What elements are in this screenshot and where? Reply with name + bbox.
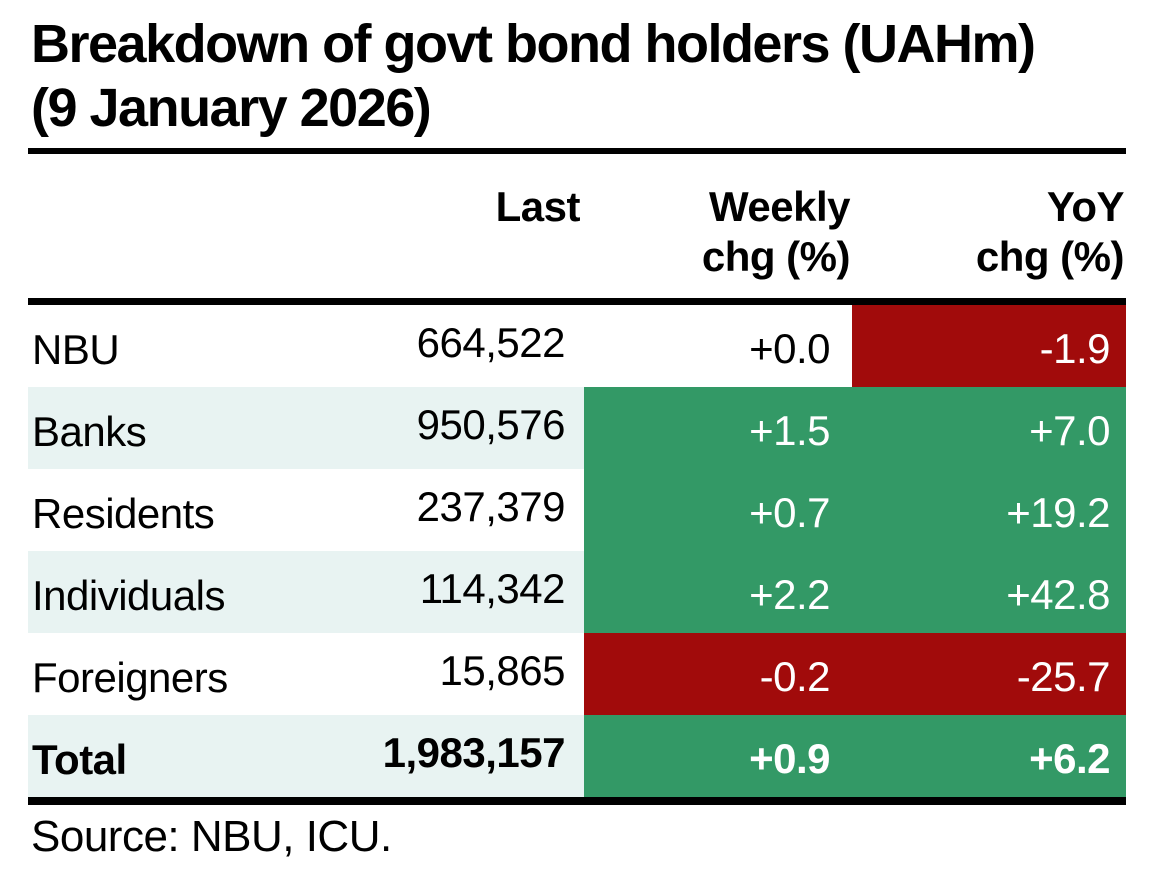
column-header-last-label: Last [495, 183, 581, 230]
figure-content: Breakdown of govt bond holders (UAHm) (9… [28, 0, 1126, 863]
source-note: Source: NBU, ICU. [31, 812, 392, 861]
column-header-weekly-line2: chg (%) [701, 233, 851, 280]
title-divider-rule [28, 148, 1126, 154]
row-last-value: 950,576 [308, 387, 584, 469]
column-header-yoy-line1: YoY [1046, 183, 1125, 230]
figure-title-line1: Breakdown of govt bond holders (UAHm) [31, 14, 1036, 74]
column-header-holder-empty [28, 282, 308, 298]
column-header-weekly-line1: Weekly [709, 183, 851, 230]
row-yoy-chg-value: +6.2 [852, 715, 1126, 797]
figure-title: Breakdown of govt bond holders (UAHm) (9… [28, 12, 1126, 140]
figure-title-line2: (9 January 2026) [31, 78, 432, 138]
row-label: Banks [28, 387, 308, 469]
row-label: NBU [32, 326, 120, 373]
column-header-yoy-chg: YoY chg (%) [852, 182, 1126, 298]
row-yoy-chg-value: -25.7 [852, 633, 1126, 715]
row-weekly-chg-value: +0.7 [584, 469, 852, 551]
column-header-last-spacer [308, 232, 580, 282]
row-last-value: 664,522 [416, 319, 566, 366]
table-row-total: Total 1,983,157 +0.9 +6.2 [28, 715, 1126, 797]
row-last-value: 1,983,157 [308, 715, 584, 797]
column-header-yoy-line2: chg (%) [975, 233, 1125, 280]
row-weekly-chg-value: +0.9 [584, 715, 852, 797]
column-header-weekly-chg: Weekly chg (%) [584, 182, 852, 298]
column-header-last: Last [308, 182, 584, 298]
table-body: NBU 664,522 +0.0 -1.9 Banks 950,576 +1.5… [28, 305, 1126, 797]
table-row-individuals: Individuals 114,342 +2.2 +42.8 [28, 551, 1126, 633]
row-yoy-chg-value: -1.9 [852, 305, 1126, 387]
table-row-foreigners: Foreigners 15,865 -0.2 -25.7 [28, 633, 1126, 715]
row-yoy-chg-value: +19.2 [852, 469, 1126, 551]
row-yoy-chg-value: +7.0 [852, 387, 1126, 469]
row-last-value: 15,865 [439, 647, 566, 694]
table-bottom-rule [28, 797, 1126, 805]
table-header-row: Last Weekly chg (%) YoY chg (%) [28, 154, 1126, 298]
table-row-residents: Residents 237,379 +0.7 +19.2 [28, 469, 1126, 551]
row-label: Total [28, 715, 308, 797]
header-divider-rule [28, 298, 1126, 305]
row-last-value: 114,342 [308, 551, 584, 633]
table-row-banks: Banks 950,576 +1.5 +7.0 [28, 387, 1126, 469]
row-label: Foreigners [32, 654, 228, 701]
row-last-value: 237,379 [416, 483, 566, 530]
row-label: Individuals [28, 551, 308, 633]
row-weekly-chg-value: +0.0 [584, 305, 852, 387]
table-row-nbu: NBU 664,522 +0.0 -1.9 [28, 305, 1126, 387]
row-weekly-chg-value: +2.2 [584, 551, 852, 633]
row-weekly-chg-value: -0.2 [584, 633, 852, 715]
row-weekly-chg-value: +1.5 [584, 387, 852, 469]
row-label: Residents [32, 490, 215, 537]
row-yoy-chg-value: +42.8 [852, 551, 1126, 633]
